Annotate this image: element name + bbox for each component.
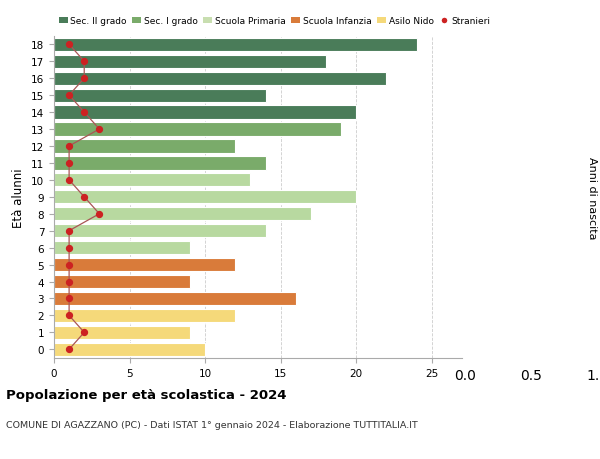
Bar [54, 309, 235, 322]
Point [95, 126, 104, 134]
Point [64, 295, 74, 302]
Bar [54, 326, 190, 339]
Bar [54, 140, 235, 153]
Point [64, 261, 74, 269]
Bar [54, 275, 190, 289]
Bar [54, 343, 205, 356]
Bar [54, 73, 386, 85]
Bar [54, 224, 266, 238]
Text: COMUNE DI AGAZZANO (PC) - Dati ISTAT 1° gennaio 2024 - Elaborazione TUTTITALIA.I: COMUNE DI AGAZZANO (PC) - Dati ISTAT 1° … [6, 420, 418, 429]
Point [64, 143, 74, 150]
Point [64, 92, 74, 100]
Point [79, 329, 89, 336]
Text: Popolazione per età scolastica - 2024: Popolazione per età scolastica - 2024 [6, 388, 287, 401]
Bar [54, 90, 266, 102]
Y-axis label: Età alunni: Età alunni [13, 168, 25, 227]
Point [79, 58, 89, 66]
Point [64, 228, 74, 235]
Bar [54, 207, 311, 221]
Text: Anni di nascita: Anni di nascita [587, 156, 597, 239]
Bar [54, 39, 416, 52]
Bar [54, 241, 190, 255]
Bar [54, 123, 341, 136]
Point [64, 278, 74, 285]
Point [64, 245, 74, 252]
Point [79, 194, 89, 201]
Bar [54, 258, 235, 272]
Bar [54, 292, 296, 305]
Point [64, 160, 74, 167]
Point [64, 346, 74, 353]
Point [64, 177, 74, 184]
Bar [54, 174, 250, 187]
Point [64, 312, 74, 319]
Point [64, 41, 74, 49]
Bar [54, 106, 356, 119]
Point [95, 211, 104, 218]
Bar [54, 56, 326, 69]
Bar [54, 191, 356, 204]
Point [79, 75, 89, 83]
Bar [54, 157, 266, 170]
Point [79, 109, 89, 117]
Legend: Sec. II grado, Sec. I grado, Scuola Primaria, Scuola Infanzia, Asilo Nido, Stran: Sec. II grado, Sec. I grado, Scuola Prim… [59, 17, 490, 26]
